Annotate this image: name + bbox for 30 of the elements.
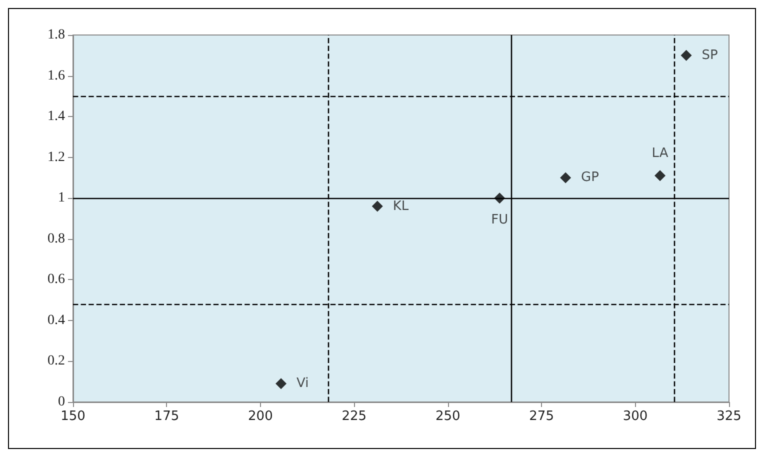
- series-label: KL: [392, 198, 410, 214]
- series-label: GP: [581, 170, 600, 186]
- y-tick-label: 1.6: [48, 68, 65, 84]
- y-tick-label: 1: [58, 190, 65, 206]
- series-label: Vi: [296, 376, 309, 392]
- x-tick-label: 275: [529, 409, 554, 424]
- y-tick-label: 1.2: [48, 150, 65, 165]
- x-tick-label: 175: [154, 409, 180, 424]
- y-tick-label: 0.8: [48, 231, 65, 246]
- x-tick-label: 200: [248, 409, 273, 424]
- point: [560, 172, 572, 184]
- y-tick-label: 1.8: [48, 28, 65, 42]
- x-tick-label: 325: [716, 409, 742, 424]
- point: [654, 170, 666, 182]
- series-label: LA: [652, 146, 668, 162]
- y-tick-label: 0: [58, 394, 65, 410]
- y-tick-label: 0.2: [48, 354, 65, 369]
- y-tick-label: 1.4: [48, 109, 65, 124]
- x-tick-label: 150: [60, 409, 86, 424]
- x-tick-label: 250: [435, 409, 460, 424]
- x-tick-label: 300: [622, 409, 648, 424]
- point: [372, 200, 383, 212]
- series-label: SP: [702, 48, 718, 63]
- point: [276, 378, 287, 390]
- x-tick-label: 225: [342, 409, 367, 424]
- point: [494, 192, 506, 204]
- point: [680, 50, 692, 61]
- y-tick-label: 0.4: [48, 312, 65, 328]
- y-tick-label: 0.6: [48, 272, 65, 288]
- series-label: FU: [491, 212, 508, 228]
